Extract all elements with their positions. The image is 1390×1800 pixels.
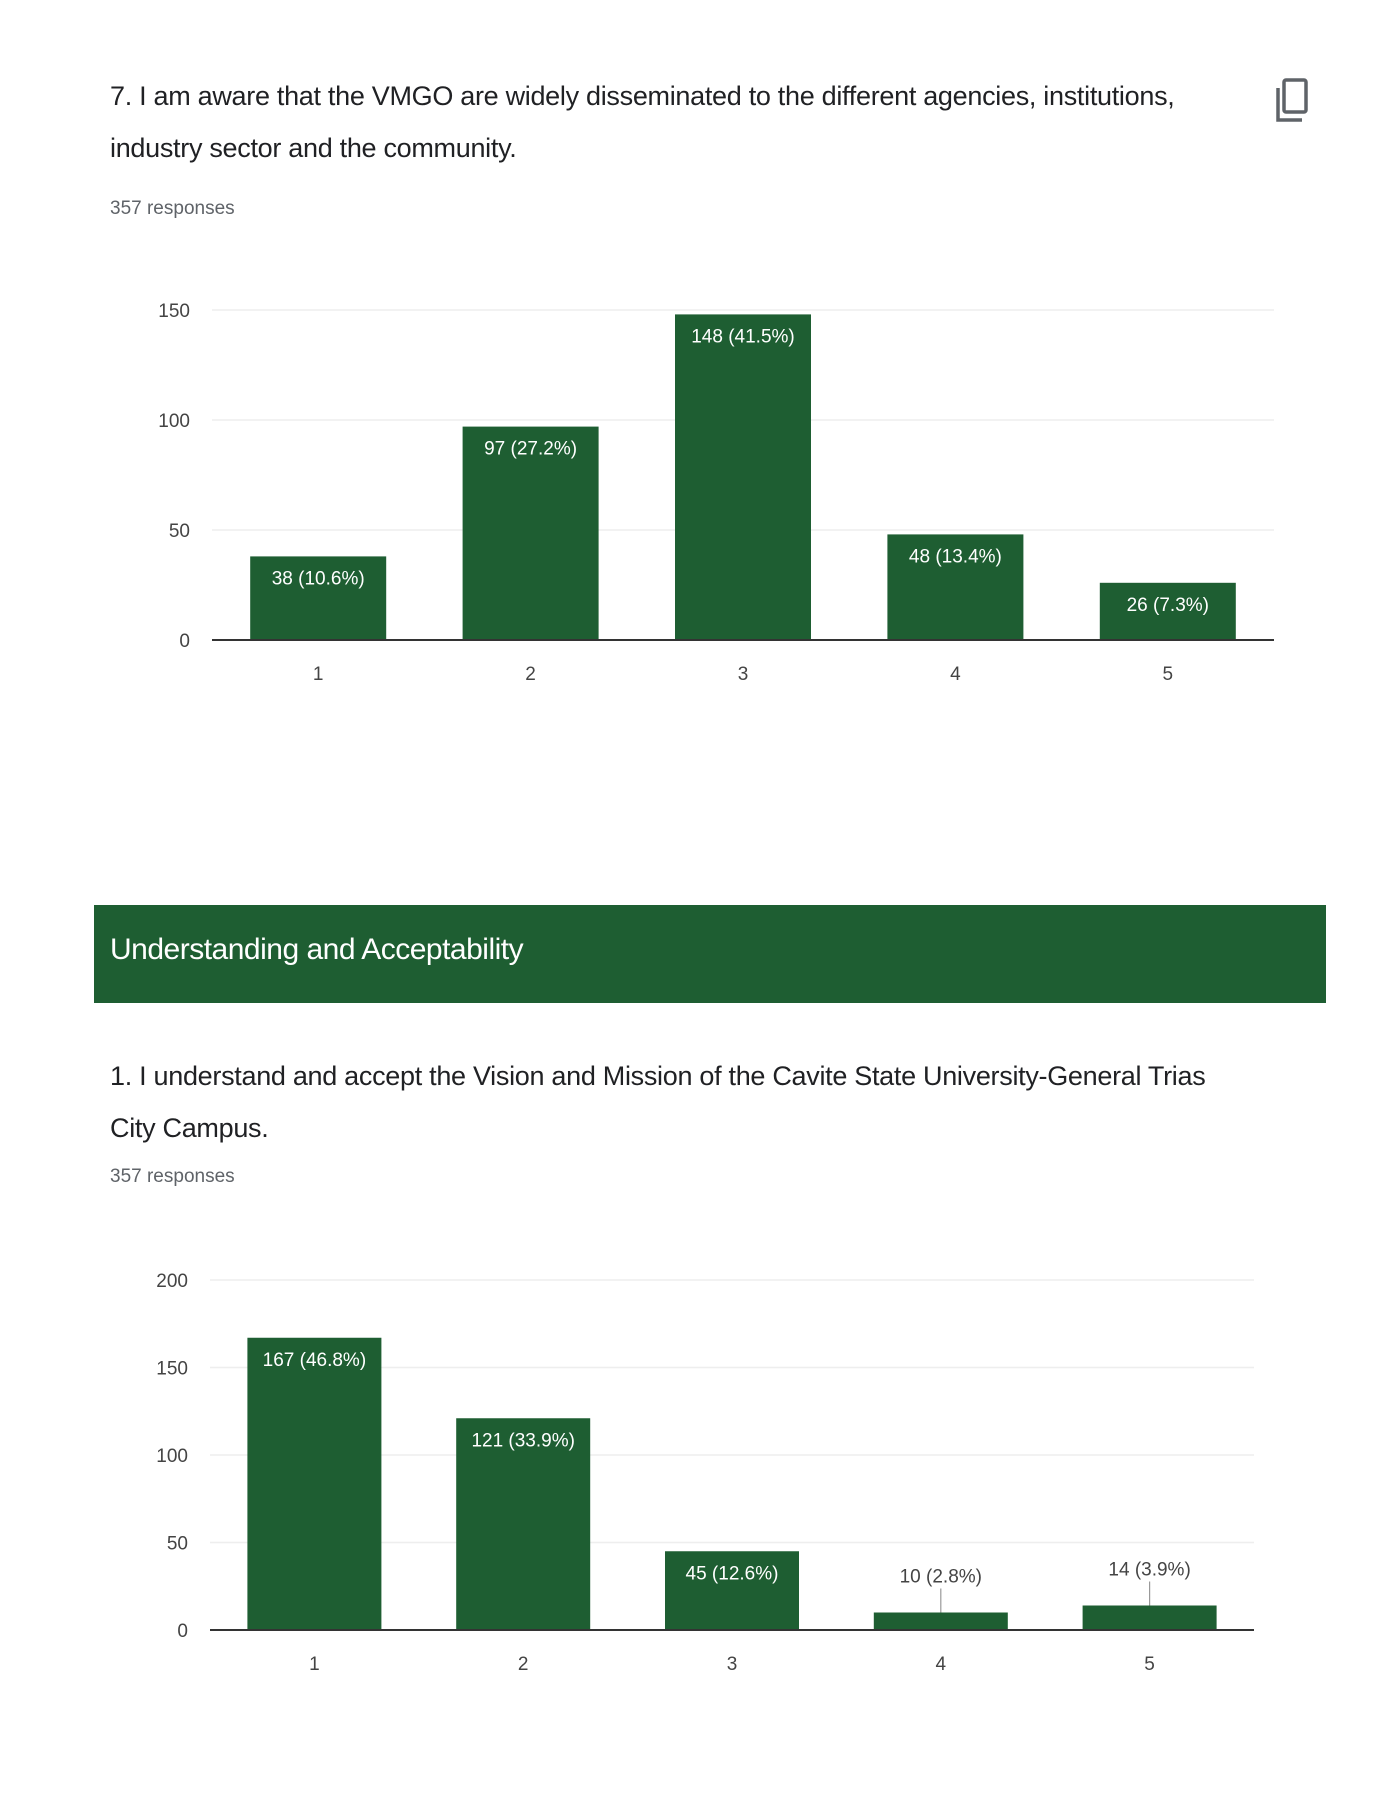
bar[interactable] [247,1337,382,1630]
y-tick-label: 50 [169,521,190,542]
question-title: 7. I am aware that the VMGO are widely d… [110,81,1175,163]
data-label: 48 (13.4%) [909,546,1002,567]
question-title: 1. I understand and accept the Vision an… [110,1061,1206,1143]
copy-icon[interactable] [1274,74,1314,130]
question-card-1: 1. I understand and accept the Vision an… [94,1030,1334,1740]
bar[interactable] [250,556,387,640]
section-header: Understanding and Acceptability [94,905,1326,1003]
bar[interactable] [1082,1605,1217,1631]
data-label: 14 (3.9%) [1108,1560,1190,1581]
data-label: 121 (33.9%) [471,1430,575,1451]
bar[interactable] [1099,582,1236,640]
y-tick-label: 150 [156,1359,188,1380]
response-count: 357 responses [110,1166,235,1187]
section-title: Understanding and Acceptability [110,933,524,966]
x-tick-label: 1 [309,1654,320,1675]
x-tick-label: 1 [313,664,324,685]
x-tick-label: 2 [518,1654,529,1675]
question-card-7: 7. I am aware that the VMGO are widely d… [94,40,1334,820]
y-tick-label: 150 [158,301,190,322]
x-tick-label: 2 [525,664,536,685]
response-count: 357 responses [110,198,235,219]
x-tick-label: 5 [1163,664,1174,685]
y-tick-label: 0 [177,1621,188,1642]
x-tick-label: 4 [936,1654,947,1675]
data-label: 45 (12.6%) [686,1563,779,1584]
bar[interactable] [887,534,1024,640]
x-tick-label: 3 [727,1654,738,1675]
bar-chart-q1: 0 50 100 150 200 167 (46.8%) 1 121 (33.9%) 2 45 (… [94,1250,1334,1720]
bar[interactable] [873,1612,1008,1631]
bar[interactable] [456,1418,591,1630]
x-tick-label: 5 [1144,1654,1155,1675]
chart-svg: 0 50 100 150 200 167 (46.8%) 1 121 (33.9%) 2 45 (… [156,1271,1254,1675]
chart-svg: 0 50 100 150 38 (10.6%) 1 97 (27.2%) 2 148 (41.5… [158,301,1274,685]
bar-chart-q7: 0 50 100 150 38 (10.6%) 1 97 (27.2%) 2 148 (41.5… [94,280,1334,750]
bar[interactable] [675,314,811,640]
y-tick-label: 50 [167,1534,188,1555]
data-label: 97 (27.2%) [484,439,577,460]
data-label: 148 (41.5%) [691,326,795,347]
y-tick-label: 100 [156,1446,188,1467]
y-tick-label: 100 [158,411,190,432]
data-label: 167 (46.8%) [263,1350,367,1371]
bar[interactable] [665,1551,799,1630]
x-tick-label: 3 [738,664,749,685]
y-tick-label: 200 [156,1271,188,1292]
bar[interactable] [462,426,599,640]
data-label: 26 (7.3%) [1127,595,1209,616]
x-tick-label: 4 [950,664,961,685]
data-label: 38 (10.6%) [272,568,365,589]
y-tick-label: 0 [179,631,190,652]
data-label: 10 (2.8%) [900,1567,982,1588]
